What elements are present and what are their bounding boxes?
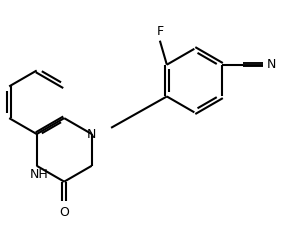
Text: N: N	[266, 58, 276, 71]
Text: F: F	[156, 25, 163, 38]
Text: N: N	[87, 128, 96, 141]
Text: NH: NH	[29, 168, 48, 181]
Text: O: O	[59, 206, 69, 219]
